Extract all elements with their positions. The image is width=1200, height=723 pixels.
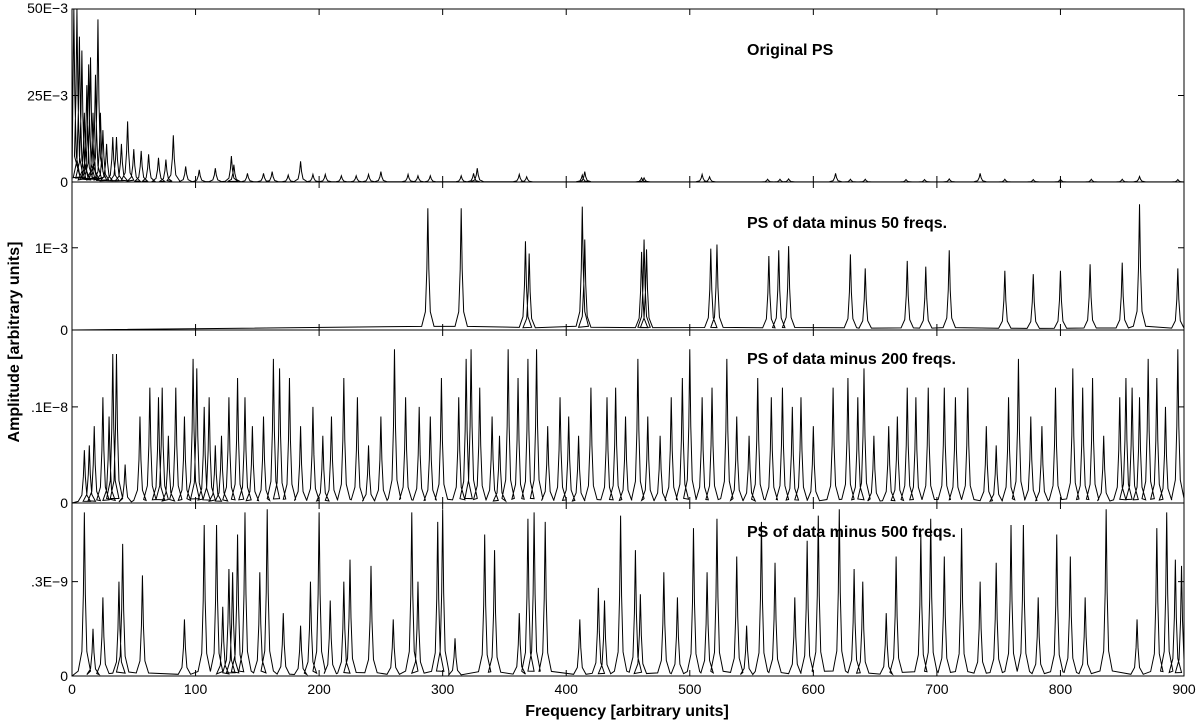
panel-title: PS of data minus 500 freqs. [747, 524, 956, 541]
x-axis-ticks: 0 100 200 300 400 500 600 700 800 900 [68, 681, 1196, 697]
y-tick-label: .1E−8 [31, 399, 68, 415]
x-tick-label: 200 [307, 681, 331, 697]
panel-title: PS of data minus 50 freqs. [747, 215, 947, 232]
panel-2: 0 1E−3 PS of data minus 50 freqs. [35, 181, 1185, 338]
panel-frame [71, 502, 1185, 677]
panel-title: Original PS [747, 42, 834, 59]
panel-1: 0 25E−3 50E−3 Original PS [27, 0, 1185, 190]
y-tick-label: 0 [60, 322, 68, 338]
spectrum-line [71, 349, 1185, 504]
panel-3: 0 .1E−8 PS of data minus 200 freqs. [31, 329, 1185, 511]
chart-panels: 0 25E−3 50E−3 Original PS 0 1E−3 PS of data mi… [27, 0, 1185, 684]
x-tick-label: 600 [802, 681, 826, 697]
y-axis-label: Amplitude [arbitrary units] [6, 242, 23, 443]
x-tick-label: 300 [431, 681, 455, 697]
x-tick-label: 700 [925, 681, 949, 697]
y-tick-label: 1E−3 [35, 240, 68, 256]
x-tick-label: 100 [184, 681, 208, 697]
x-tick-label: 800 [1049, 681, 1073, 697]
spectrum-line [71, 204, 1185, 331]
panel-title: PS of data minus 200 freqs. [747, 351, 956, 368]
spectrum-line [71, 8, 1185, 183]
spectrum-line [71, 509, 1185, 677]
y-tick-label: 0 [60, 668, 68, 684]
y-tick-label: .3E−9 [31, 574, 68, 590]
y-tick-label: 50E−3 [27, 0, 68, 16]
panel-frame [71, 181, 1185, 331]
x-axis-label: Frequency [arbitrary units] [525, 703, 729, 720]
x-tick-label: 400 [555, 681, 579, 697]
panel-4: 0 .3E−9 PS of data minus 500 freqs. [31, 502, 1185, 684]
y-tick-label: 0 [60, 495, 68, 511]
panel-frame [71, 8, 1185, 183]
x-tick-label: 0 [68, 681, 76, 697]
y-tick-label: 25E−3 [27, 88, 68, 104]
x-tick-label: 500 [678, 681, 702, 697]
x-tick-label: 900 [1172, 681, 1196, 697]
y-tick-label: 0 [60, 174, 68, 190]
